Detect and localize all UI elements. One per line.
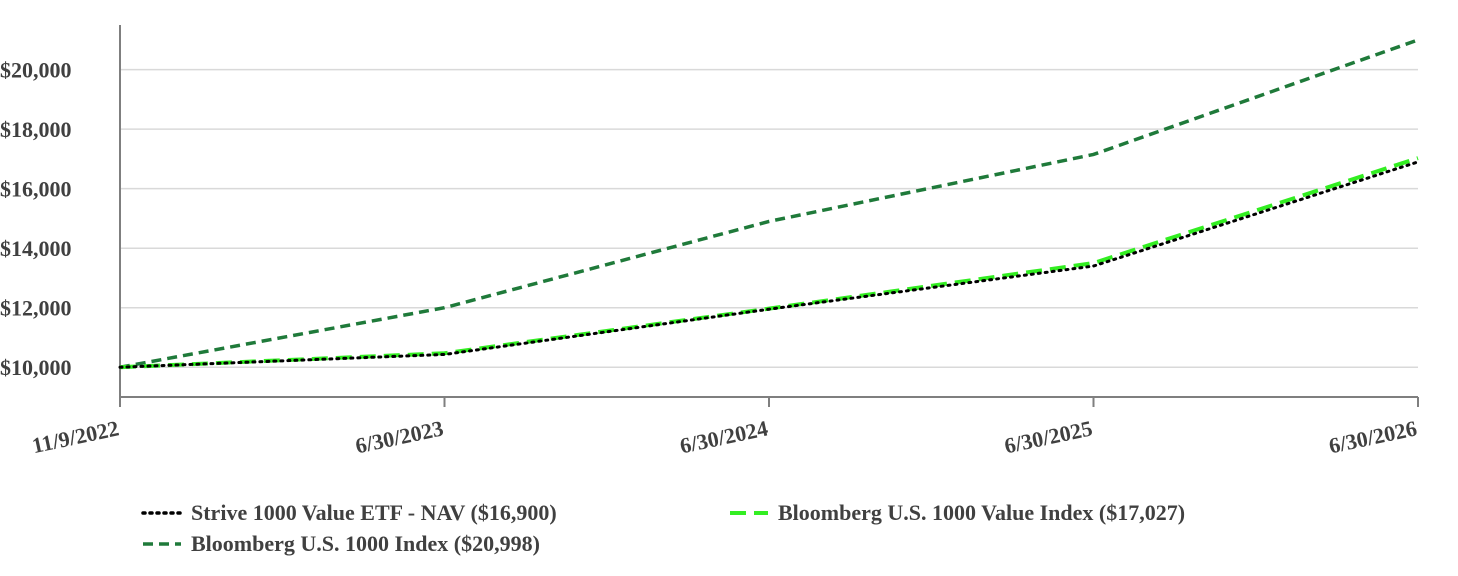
legend-label: Strive 1000 Value ETF - NAV ($16,900) (191, 500, 557, 525)
legend-label: Bloomberg U.S. 1000 Index ($20,998) (191, 531, 540, 556)
series-line-0 (118, 160, 1420, 369)
y-tick-label: $16,000 (0, 177, 72, 202)
y-tick-label: $20,000 (0, 58, 72, 83)
legend-item-0: Strive 1000 Value ETF - NAV ($16,900) (141, 500, 557, 525)
x-tick-label: 6/30/2023 (353, 415, 445, 458)
series-lines (118, 38, 1420, 370)
x-tick-label: 6/30/2025 (1002, 415, 1094, 458)
y-tick-labels: $10,000 $12,000 $14,000 $16,000 $18,000 $20,0… (0, 58, 72, 381)
legend: Strive 1000 Value ETF - NAV ($16,900) Blo… (141, 500, 1185, 556)
x-tick-label: 11/9/2022 (30, 415, 121, 458)
legend-item-2: Bloomberg U.S. 1000 Index ($20,998) (143, 531, 540, 556)
legend-label: Bloomberg U.S. 1000 Value Index ($17,027… (778, 500, 1185, 525)
y-tick-label: $14,000 (0, 236, 72, 261)
gridlines (120, 68, 1418, 368)
axes (119, 25, 1419, 407)
x-tick-label: 6/30/2026 (1327, 415, 1419, 458)
legend-item-1: Bloomberg U.S. 1000 Value Index ($17,027… (730, 500, 1185, 525)
x-tick-labels: 11/9/2022 6/30/2023 6/30/2024 6/30/2025 6/30… (30, 415, 1419, 458)
y-tick-label: $18,000 (0, 117, 72, 142)
x-tick-label: 6/30/2024 (678, 415, 770, 458)
y-tick-label: $10,000 (0, 355, 72, 380)
y-tick-label: $12,000 (0, 296, 72, 321)
series-line-1 (119, 156, 1419, 370)
series-line-2 (119, 38, 1419, 369)
